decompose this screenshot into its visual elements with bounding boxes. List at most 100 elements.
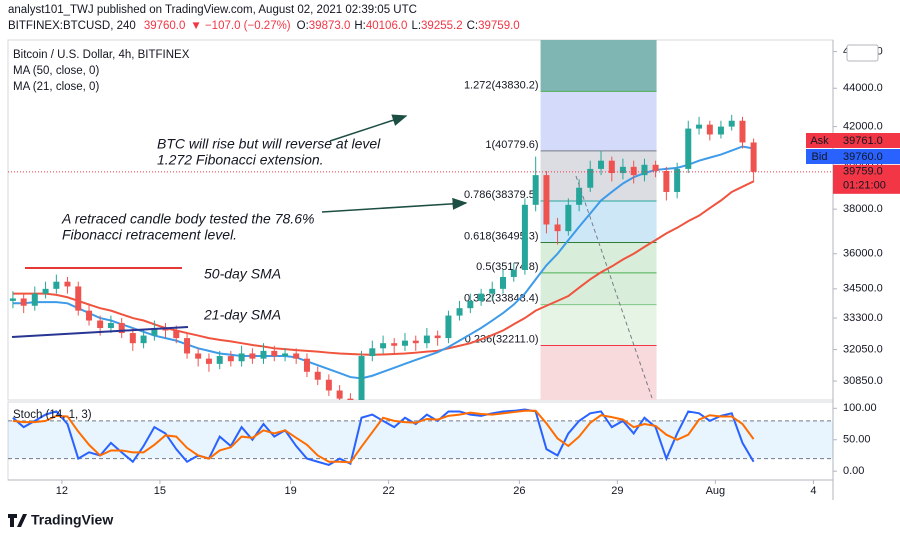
candle-body [271,350,278,357]
annotation: 21-day SMA [203,307,281,323]
candle-body [598,160,605,169]
candle-body [107,323,114,329]
candle-body [717,126,724,135]
candle-body [380,343,387,349]
sma-marker-line [11,326,189,338]
candle-body [227,356,234,362]
candle-body [358,356,365,400]
candle-body [696,124,703,129]
symbol-line: BITFINEX:BTCUSD, 240 39760.0 ▼ −107.0 (−0.… [8,20,520,32]
ohlc-key: L: [411,20,421,32]
candle-body [500,276,506,289]
fib-label: 0.236(32211.0) [465,333,539,345]
fib-band [540,345,657,400]
candle-body [336,390,343,399]
y-tick-label: 32050.0 [843,344,883,356]
quote-value: 39761.0 [843,135,883,147]
quote-box [833,149,900,164]
x-tick-label: 15 [154,485,166,497]
y-tick-label: 44000.0 [843,82,883,94]
candle-body [510,269,517,277]
fib-label: 0.5(35174.8) [476,261,538,273]
candle-body [9,298,16,301]
last-quote: 39760.0 [144,20,186,32]
candle-body [401,340,408,346]
publisher-line: analyst101_TWJ published on TradingView.… [8,4,417,16]
fib-band [540,304,657,346]
stoch-plot [8,408,833,466]
candle-body [118,323,125,334]
x-tick-label: 22 [383,485,395,497]
candle-body [216,356,223,364]
candle-body [53,281,60,289]
fib-label: 0.618(36495.3) [464,230,539,242]
candle-body [554,224,561,232]
candle-body [205,358,212,364]
ohlc-key: O: [297,20,309,32]
candle-body [728,120,735,127]
candle-body [129,333,136,344]
annotation: A retraced candle body tested the 78.6% [61,211,314,227]
candle-body [314,371,321,380]
candle-body [20,298,27,306]
arrow [321,197,468,213]
countdown: 01:21:00 [843,180,886,192]
x-tick-label: 12 [56,485,68,497]
candle-body [293,353,300,359]
x-tick-label: 26 [513,485,525,497]
candle-body [347,398,354,400]
legend-entry: MA (50, close, 0) [13,65,99,77]
change: ▼ −107.0 (−0.27%) [190,20,290,32]
brand-logo [8,514,27,527]
y-tick-label: 38000.0 [843,203,883,215]
candle-body [173,330,180,339]
overlay: 46000.044000.042000.040000.038000.036000… [56,45,900,497]
candle-body [423,335,430,344]
annotation: Fibonacci retracement level. [62,227,237,243]
fib-band [540,91,657,151]
ohlc-value: 40106.0 [366,20,408,32]
candle-body [685,128,692,169]
y-tick-label: 0.00 [843,465,864,477]
candle-body [195,353,202,359]
candle-body [434,335,441,339]
candle-body [663,170,670,192]
quote-name: Bid [812,151,828,163]
candle-body [587,168,594,188]
candle-body [630,166,637,176]
y-tick-label: 100.00 [843,402,877,414]
candle-body [641,164,648,176]
candle-body [478,293,485,301]
moving-average [12,180,755,356]
x-tick-label: Aug [706,485,726,497]
y-tick-label: 50.00 [843,434,871,446]
last-price-box [833,164,900,194]
main-plot: 1.272(43830.2) 1(40779.6) 0.786(38379.5) 0.… [8,40,833,400]
currency-badge [846,44,879,62]
y-tick-label: 42000.0 [843,121,883,133]
y-tick-label: 33300.0 [843,312,883,324]
y-tick-label: 30850.0 [843,375,883,387]
candle-body [532,175,539,205]
candle-body [184,338,191,354]
candle-body [608,160,615,174]
fib-label: 1.272(43830.2) [464,79,539,91]
fib-band [540,242,657,273]
candle-body [467,300,474,309]
candle-body [282,353,289,357]
candle-body [86,310,93,321]
candle-body [260,350,267,359]
candle-body [42,288,49,294]
fib-label: 1(40779.6) [485,139,538,151]
stoch-title: Stoch (14, 1, 3) [13,409,92,421]
y-tick-label: 34500.0 [843,283,883,295]
x-tick-label: 19 [284,485,296,497]
candle-body [652,164,659,171]
fib-band [540,200,657,243]
last-price-label: 39759.0 [843,166,883,178]
annotation: BTC will rise but will reverse at level [157,136,381,152]
quote-value: 39760.0 [843,151,883,163]
brand-name: TradingView [31,512,113,528]
quote-tag [806,149,833,164]
